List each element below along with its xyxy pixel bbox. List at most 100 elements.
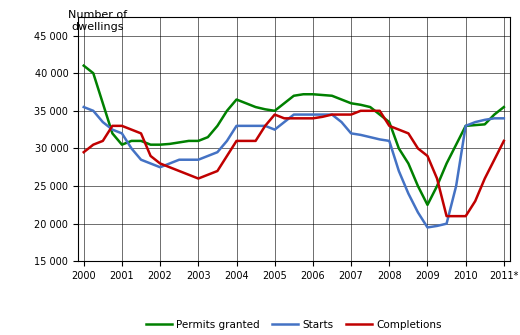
Starts: [205, 154, 211, 158]
Permits granted: [444, 161, 450, 165]
Starts: [224, 139, 230, 143]
Starts: [367, 135, 373, 139]
Permits granted: [157, 143, 163, 147]
Completions: [253, 139, 259, 143]
Completions: [339, 113, 345, 117]
Starts: [339, 120, 345, 124]
Completions: [205, 173, 211, 177]
Permits granted: [339, 97, 345, 102]
Permits granted: [396, 146, 402, 150]
Starts: [376, 137, 383, 141]
Permits granted: [482, 122, 488, 126]
Permits granted: [281, 101, 288, 105]
Permits granted: [501, 105, 507, 109]
Completions: [243, 139, 249, 143]
Permits granted: [463, 124, 469, 128]
Permits granted: [109, 131, 115, 135]
Completions: [291, 116, 297, 120]
Completions: [157, 161, 163, 165]
Completions: [214, 169, 220, 173]
Completions: [90, 143, 96, 147]
Permits granted: [491, 113, 498, 117]
Completions: [348, 113, 354, 117]
Permits granted: [128, 139, 135, 143]
Starts: [100, 120, 106, 124]
Starts: [310, 113, 316, 117]
Completions: [319, 115, 326, 119]
Permits granted: [453, 143, 459, 147]
Starts: [253, 124, 259, 128]
Starts: [453, 184, 459, 188]
Completions: [310, 116, 316, 120]
Permits granted: [329, 94, 335, 98]
Permits granted: [119, 143, 125, 147]
Completions: [81, 150, 87, 154]
Starts: [243, 124, 249, 128]
Line: Starts: Starts: [84, 107, 504, 227]
Permits granted: [195, 139, 201, 143]
Completions: [434, 177, 440, 181]
Completions: [271, 113, 278, 117]
Permits granted: [186, 139, 192, 143]
Completions: [358, 109, 364, 113]
Line: Completions: Completions: [84, 111, 504, 216]
Permits granted: [166, 142, 173, 146]
Permits granted: [176, 140, 183, 144]
Completions: [233, 139, 240, 143]
Completions: [396, 128, 402, 132]
Permits granted: [300, 92, 306, 96]
Permits granted: [100, 101, 106, 105]
Permits granted: [319, 93, 326, 97]
Completions: [186, 173, 192, 177]
Completions: [424, 154, 431, 158]
Completions: [281, 116, 288, 120]
Line: Permits granted: Permits granted: [84, 66, 504, 205]
Starts: [396, 169, 402, 173]
Starts: [405, 192, 411, 196]
Starts: [501, 116, 507, 120]
Starts: [186, 158, 192, 162]
Permits granted: [262, 107, 268, 111]
Completions: [386, 124, 393, 128]
Starts: [90, 109, 96, 113]
Permits granted: [291, 94, 297, 98]
Starts: [329, 113, 335, 117]
Starts: [358, 133, 364, 137]
Completions: [472, 199, 478, 203]
Starts: [319, 113, 326, 117]
Permits granted: [224, 109, 230, 113]
Starts: [300, 113, 306, 117]
Permits granted: [90, 71, 96, 75]
Legend: Permits granted, Starts, Completions: Permits granted, Starts, Completions: [141, 316, 446, 334]
Completions: [376, 109, 383, 113]
Completions: [329, 113, 335, 117]
Permits granted: [358, 103, 364, 107]
Completions: [367, 109, 373, 113]
Starts: [119, 131, 125, 135]
Permits granted: [424, 203, 431, 207]
Completions: [224, 154, 230, 158]
Permits granted: [138, 139, 144, 143]
Starts: [148, 161, 154, 165]
Starts: [444, 222, 450, 226]
Permits granted: [472, 123, 478, 127]
Completions: [166, 165, 173, 169]
Completions: [100, 139, 106, 143]
Permits granted: [386, 120, 393, 124]
Permits granted: [148, 143, 154, 147]
Starts: [233, 124, 240, 128]
Starts: [281, 120, 288, 124]
Completions: [148, 154, 154, 158]
Starts: [472, 120, 478, 124]
Starts: [81, 105, 87, 109]
Starts: [415, 210, 421, 214]
Permits granted: [348, 101, 354, 105]
Starts: [271, 128, 278, 132]
Permits granted: [310, 92, 316, 96]
Completions: [138, 131, 144, 135]
Starts: [262, 124, 268, 128]
Permits granted: [415, 184, 421, 188]
Permits granted: [405, 161, 411, 165]
Starts: [166, 161, 173, 165]
Completions: [109, 124, 115, 128]
